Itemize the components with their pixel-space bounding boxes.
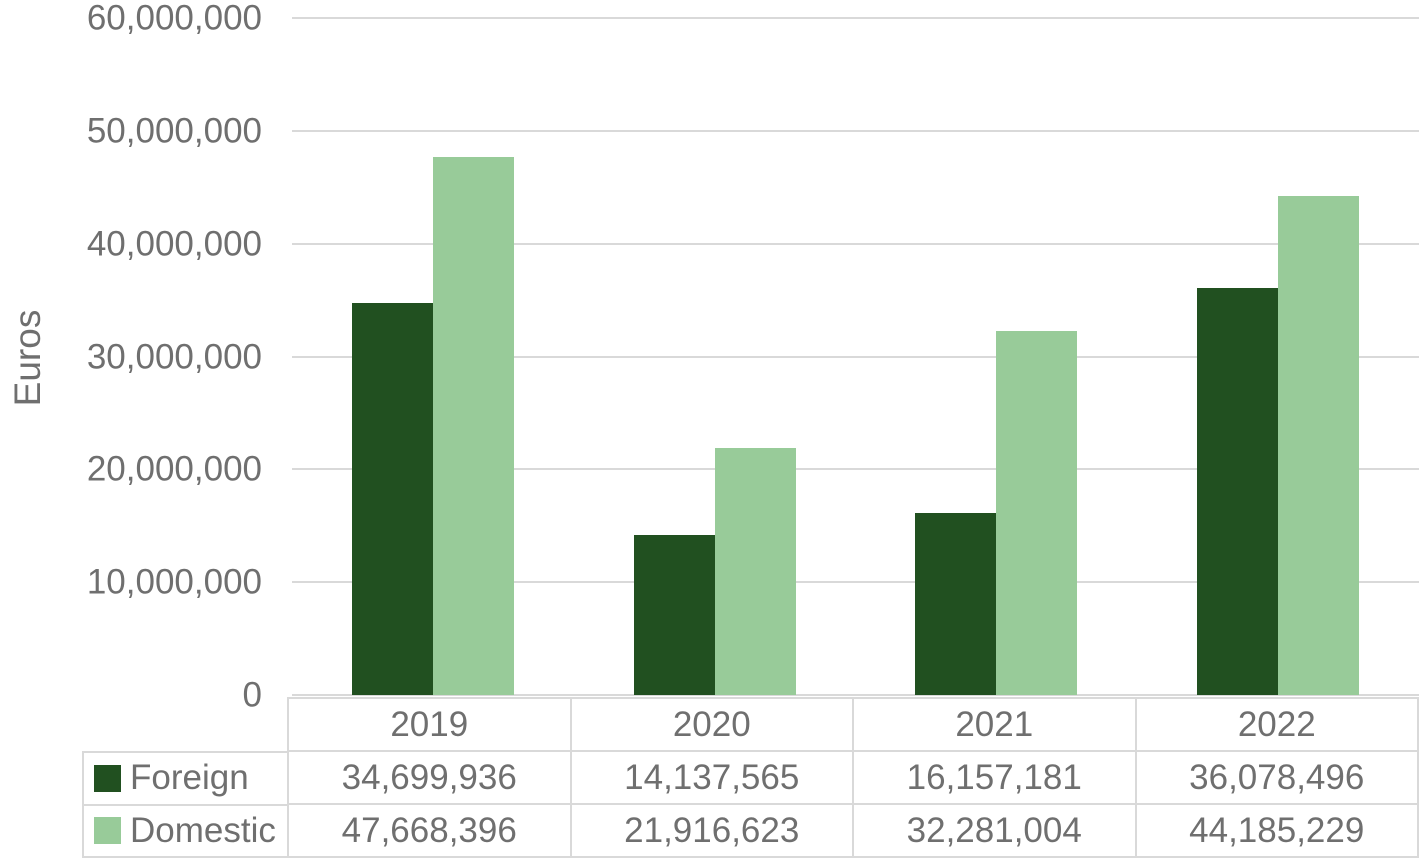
gridline — [292, 581, 1419, 584]
table-header-row: 2019 2020 2021 2022 — [289, 699, 1417, 750]
y-axis-tick-label: 30,000,000 — [86, 337, 262, 376]
value-cell: 47,668,396 — [341, 810, 517, 850]
bar-domestic-2020 — [714, 447, 796, 695]
value-cell: 44,185,229 — [1134, 805, 1418, 856]
category-header: 2019 — [390, 704, 469, 744]
bar-foreign-2020 — [633, 535, 715, 695]
legend-label: Foreign — [130, 758, 249, 798]
gridline — [292, 242, 1419, 245]
y-axis-tick-label: 60,000,000 — [86, 0, 262, 38]
value-cell: 34,699,936 — [341, 757, 517, 797]
category-header: 2021 — [852, 699, 1135, 750]
y-axis-tick-label: 10,000,000 — [86, 562, 262, 602]
category-header: 2020 — [569, 699, 853, 750]
y-axis: 60,000,000 50,000,000 40,000,000 30,000,… — [0, 1, 262, 713]
gridline — [292, 17, 1419, 19]
table-row-foreign: 34,699,936 14,137,565 16,157,181 36,078,… — [289, 750, 1417, 803]
gridline — [292, 129, 1419, 132]
y-axis-tick-label: 40,000,000 — [86, 224, 262, 264]
legend-label: Domestic — [130, 810, 276, 850]
bar-foreign-2019 — [351, 303, 433, 695]
y-axis-tick-label: 0 — [242, 675, 262, 715]
bar-foreign-2021 — [915, 512, 997, 695]
value-cell: 21,916,623 — [569, 805, 853, 856]
value-cell: 36,078,496 — [1134, 752, 1418, 803]
gridline — [292, 468, 1419, 471]
domestic-series-key-icon — [94, 817, 121, 845]
legend-row-foreign: Foreign — [84, 753, 287, 804]
gridline — [292, 694, 1419, 696]
legend-row-domestic: Domestic — [84, 803, 287, 857]
legend-column: Foreign Domestic — [82, 751, 289, 858]
y-axis-tick-label: 20,000,000 — [86, 449, 262, 489]
data-table: 2019 2020 2021 2022 34,699,936 14,137,56… — [287, 697, 1419, 858]
foreign-series-key-icon — [94, 764, 121, 792]
plot-area — [292, 17, 1419, 696]
value-cell: 16,157,181 — [852, 752, 1135, 803]
bar-domestic-2022 — [1278, 196, 1360, 695]
value-cell: 32,281,004 — [852, 805, 1135, 856]
bar-foreign-2022 — [1197, 287, 1279, 695]
table-row-domestic: 47,668,396 21,916,623 32,281,004 44,185,… — [289, 803, 1417, 856]
category-header: 2022 — [1134, 699, 1418, 750]
gridline — [292, 355, 1419, 358]
bar-domestic-2021 — [996, 330, 1078, 695]
y-axis-tick-label: 50,000,000 — [86, 111, 262, 151]
value-cell: 14,137,565 — [569, 752, 853, 803]
bar-domestic-2019 — [432, 157, 514, 695]
